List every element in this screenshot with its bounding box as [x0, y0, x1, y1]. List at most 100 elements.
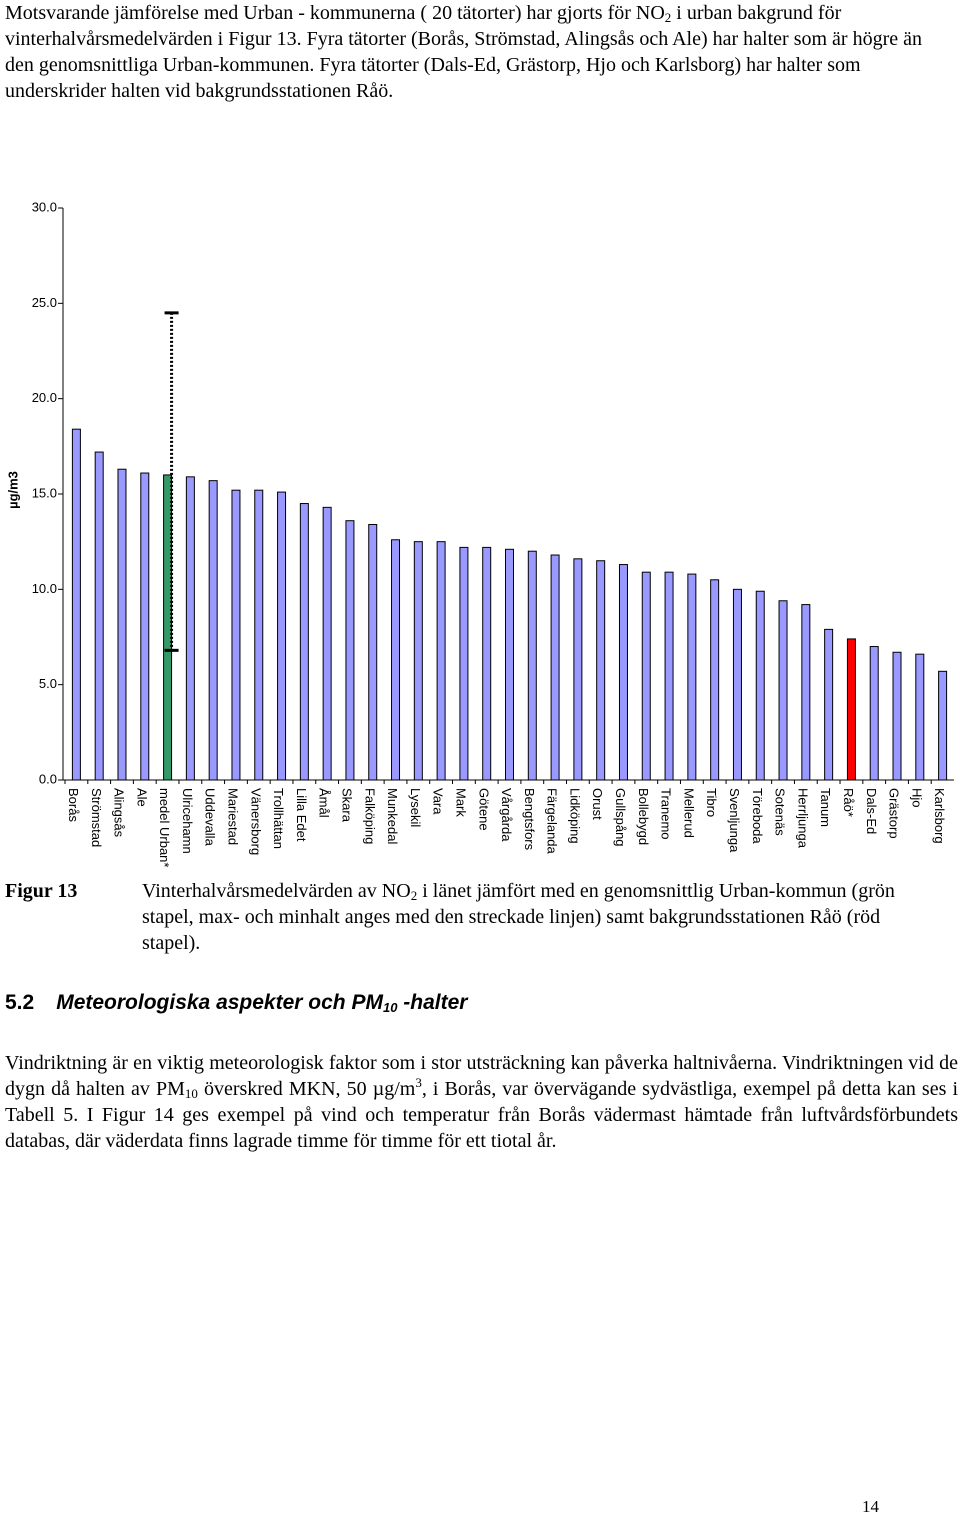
- x-tick-label: Karlsborg: [932, 788, 947, 844]
- caption-label: Figur 13: [5, 880, 78, 902]
- x-tick-label: Götene: [476, 788, 491, 831]
- y-tick-label: 20.0: [32, 390, 57, 405]
- bar: [550, 554, 560, 781]
- x-tick-label: Orust: [590, 788, 605, 820]
- x-tick-label: Falköping: [362, 788, 377, 844]
- x-tick-label: Tanum: [818, 788, 833, 827]
- bar: [208, 480, 218, 781]
- x-tick-label: Bengtsfors: [522, 788, 537, 851]
- text: , i Borås, var övervägande sydvästliga, …: [5, 1078, 958, 1152]
- x-tick-label: Vara: [431, 788, 446, 815]
- bar: [664, 571, 674, 781]
- y-tick-label: 30.0: [32, 199, 57, 214]
- x-tick-label: Grästorp: [887, 788, 902, 839]
- x-tick-label: Dals-Ed: [864, 788, 879, 834]
- subscript: 10: [382, 1000, 398, 1015]
- bar: [368, 524, 378, 781]
- x-tick-label: Mark: [453, 788, 468, 817]
- bar: [391, 539, 401, 781]
- bar: [299, 503, 309, 781]
- x-tick-label: Åmål: [317, 788, 332, 818]
- chart: µg/m3 0.0 5.0 10.0 15.0 20.0 25.0 30.0 Borås Str…: [5, 199, 954, 868]
- x-tick-label: Herrljunga: [795, 788, 810, 849]
- text: -halter: [397, 991, 468, 1014]
- bar: [527, 550, 537, 781]
- bar: [824, 628, 834, 781]
- bar: [71, 428, 81, 781]
- bar: [185, 476, 195, 781]
- y-tick-label: 0.0: [39, 771, 57, 786]
- x-tick-label: Färgelanda: [545, 788, 560, 855]
- bar: [801, 604, 811, 781]
- body-paragraph: Vindriktning är en viktig meteorologisk …: [5, 1050, 958, 1154]
- x-tick-label: Lysekil: [408, 788, 423, 827]
- x-tick-label: Ale: [134, 788, 149, 807]
- x-tick-label: Gullspång: [613, 788, 628, 847]
- bar: [938, 670, 948, 781]
- y-tick-label: 5.0: [39, 676, 57, 691]
- x-tick-label: Ulricehamn: [180, 788, 195, 854]
- x-tick-label: Strömstad: [89, 788, 104, 847]
- subscript: 10: [184, 1086, 198, 1101]
- bar: [413, 541, 423, 781]
- bar: [755, 590, 765, 781]
- bar: [482, 546, 492, 781]
- bar: [254, 489, 264, 781]
- bar: [573, 558, 583, 781]
- bar: [117, 468, 127, 781]
- bar: [436, 541, 446, 781]
- bar: [892, 651, 902, 781]
- bar: [596, 560, 606, 781]
- x-tick-label: Hjo: [909, 788, 924, 808]
- x-tick-label: Borås: [66, 788, 81, 822]
- y-tick-label: 15.0: [32, 485, 57, 500]
- bar: [710, 579, 720, 781]
- bar: [277, 491, 287, 781]
- text: Vindriktning är en viktig meteorologisk …: [5, 1052, 958, 1100]
- x-tick-label: Sotenäs: [773, 788, 788, 836]
- bar: [732, 588, 742, 781]
- bar: [231, 489, 241, 781]
- bar: [641, 571, 651, 781]
- y-tick-label: 25.0: [32, 295, 57, 310]
- x-tick-label: Töreboda: [750, 788, 765, 844]
- x-tick-label: Vårgårda: [499, 788, 514, 842]
- x-tick-label: Bollebygd: [636, 788, 651, 845]
- text: Motsvarande jämförelse med Urban - kommu…: [5, 2, 665, 24]
- bar: [915, 653, 925, 781]
- bar: [345, 520, 355, 781]
- x-tick-label: Svenljunga: [727, 788, 742, 853]
- x-tick-label: medel Urban*: [157, 788, 172, 868]
- subscript: 2: [410, 888, 418, 903]
- bar: [459, 546, 469, 781]
- y-tick-label: 10.0: [32, 581, 57, 596]
- x-tick-label: Alingsås: [112, 788, 127, 838]
- y-axis-label: µg/m3: [5, 471, 20, 509]
- bar: [846, 638, 856, 781]
- bar: [869, 646, 879, 781]
- caption-text: Vinterhalvårsmedelvärden av NO2 i länet …: [142, 878, 937, 956]
- page-number: 14: [862, 1497, 879, 1515]
- x-tick-label: Mellerud: [681, 788, 696, 838]
- x-tick-label: Tranemo: [659, 788, 674, 840]
- superscript: 3: [415, 1075, 422, 1090]
- bar: [163, 474, 173, 781]
- bar: [687, 573, 697, 781]
- x-tick-label: Trollhättan: [271, 788, 286, 849]
- x-tick-label: Lilla Edet: [294, 788, 309, 842]
- bar: [778, 600, 788, 781]
- x-tick-label: Mariestad: [226, 788, 241, 845]
- section-heading: 5.2 Meteorologiska aspekter och PM10 -hal…: [5, 990, 467, 1016]
- section-number: 5.2: [5, 991, 35, 1014]
- text: i länet jämfört med en genomsnittlig Urb…: [142, 880, 895, 954]
- text: i urban bakgrund för vinterhalvårsmedelv…: [5, 2, 922, 102]
- intro-paragraph: Motsvarande jämförelse med Urban - kommu…: [5, 0, 955, 104]
- x-tick-label: Lidköping: [567, 788, 582, 844]
- bar: [94, 451, 104, 781]
- text: Vinterhalvårsmedelvärden av NO: [142, 880, 411, 902]
- x-tick-label: Uddevalla: [203, 788, 218, 847]
- x-tick-label: Vänersborg: [248, 788, 263, 855]
- bar: [140, 472, 150, 781]
- x-tick-label: Tibro: [704, 788, 719, 817]
